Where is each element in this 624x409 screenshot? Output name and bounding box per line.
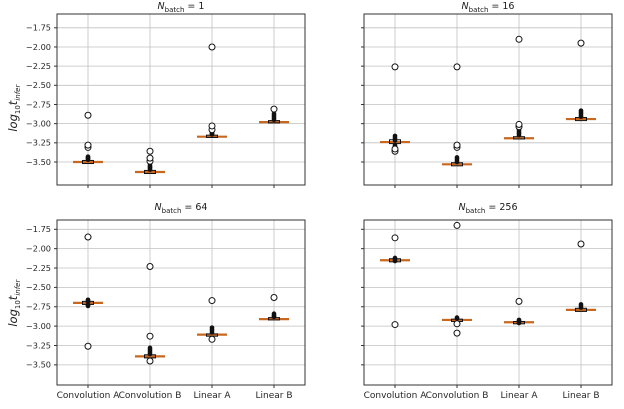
title-variable: N: [154, 202, 162, 213]
y-axis-label-top: log10tinfer: [6, 53, 22, 163]
title-value: = 16: [488, 1, 515, 12]
title-subscript: batch: [164, 5, 185, 14]
x-tick-label: Convolution B: [426, 391, 489, 401]
ylabel-varsub: infer: [14, 84, 23, 101]
ylabel-func: log: [5, 114, 20, 132]
tick-marks: Convolution A Convolution B Linear A Linear…: [361, 228, 600, 401]
boxplot-group: [197, 43, 227, 138]
tick-marks: [361, 27, 582, 188]
y-tick-label: −1.75: [26, 23, 51, 33]
title-value: = 1: [184, 1, 205, 12]
tick-marks: −1.75 −2.00 −2.25 −2.50 −2.75 −3.00 −3.25 −3.50: [26, 23, 275, 188]
title-value: = 64: [181, 202, 208, 213]
ylabel-base: 10: [14, 105, 23, 115]
boxplot-group: [135, 147, 165, 174]
title-variable: N: [157, 1, 165, 12]
ylabel-func: log: [5, 309, 20, 327]
y-tick-label: −2.50: [26, 282, 51, 292]
y-tick-label: −2.50: [26, 80, 51, 90]
subplot-title-nbatch-64: Nbatch = 64: [81, 202, 281, 215]
axes-frame: [363, 219, 613, 386]
ylabel-varsub: infer: [14, 279, 23, 296]
y-tick-label: −2.25: [26, 61, 51, 71]
boxplot-group: [566, 240, 596, 312]
ylabel-var: t: [5, 295, 20, 301]
axes-frame: [56, 219, 306, 386]
boxplot-group: [259, 105, 289, 124]
boxplot-group: [504, 297, 534, 326]
y-tick-label: −2.00: [26, 42, 51, 52]
gridlines: [364, 220, 612, 385]
gridlines: [364, 14, 612, 185]
y-tick-label: −3.25: [26, 138, 51, 148]
y-tick-label: −2.00: [26, 243, 51, 253]
boxplot-group: [442, 221, 472, 337]
boxplot-group: [73, 111, 103, 165]
subplot-canvas-nbatch-16: [361, 13, 613, 188]
x-tick-label: Convolution B: [119, 391, 182, 401]
y-tick-label: −3.00: [26, 118, 51, 128]
boxplot-group: [380, 234, 410, 329]
subplot-title-nbatch-256: Nbatch = 256: [388, 202, 588, 215]
gridlines: [57, 14, 305, 185]
subplot-canvas-nbatch-1: −1.75 −2.00 −2.25 −2.50 −2.75 −3.00 −3.25 −3.50: [26, 13, 306, 188]
x-tick-label: Linear B: [562, 391, 599, 401]
x-tick-label: Linear A: [501, 391, 539, 401]
title-subscript: batch: [465, 206, 486, 215]
boxplot-group: [504, 35, 534, 140]
ylabel-var: t: [5, 100, 20, 106]
ylabel-base: 10: [14, 300, 23, 310]
subplot-title-nbatch-16: Nbatch = 16: [388, 1, 588, 14]
y-tick-label: −3.00: [26, 321, 51, 331]
y-tick-label: −2.25: [26, 263, 51, 273]
boxplot-group: [442, 63, 472, 167]
x-tick-label: Linear A: [194, 391, 232, 401]
boxplot-group: [566, 39, 596, 122]
subplot-title-nbatch-1: Nbatch = 1: [81, 1, 281, 14]
boxplot-group: [259, 293, 289, 321]
title-subscript: batch: [161, 206, 182, 215]
axes-frame: [56, 13, 306, 186]
axes-frame: [363, 13, 613, 186]
y-tick-label: −2.75: [26, 302, 51, 312]
boxplot-group: [135, 262, 165, 365]
gridlines: [57, 220, 305, 385]
y-tick-label: −3.50: [26, 360, 51, 370]
boxplot-group: [380, 63, 410, 155]
subplot-canvas-nbatch-256: Convolution A Convolution B Linear A Linear…: [361, 219, 613, 401]
title-variable: N: [458, 202, 466, 213]
boxplot-group: [197, 297, 227, 343]
x-tick-label: Convolution A: [57, 391, 121, 401]
y-axis-label-bottom: log10tinfer: [6, 248, 22, 358]
boxplot-group: [73, 233, 103, 350]
tick-marks: −1.75 −2.00 −2.25 −2.50 −2.75 −3.00 −3.25 −3.50…: [26, 224, 293, 401]
title-value: = 256: [485, 202, 518, 213]
y-tick-label: −1.75: [26, 224, 51, 234]
x-tick-label: Linear B: [255, 391, 292, 401]
x-tick-label: Convolution A: [364, 391, 428, 401]
title-subscript: batch: [468, 5, 489, 14]
subplot-canvas-nbatch-64: −1.75 −2.00 −2.25 −2.50 −2.75 −3.00 −3.25 −3.50…: [26, 219, 306, 401]
title-variable: N: [461, 1, 469, 12]
y-tick-label: −3.25: [26, 340, 51, 350]
y-tick-label: −2.75: [26, 99, 51, 109]
y-tick-label: −3.50: [26, 157, 51, 167]
